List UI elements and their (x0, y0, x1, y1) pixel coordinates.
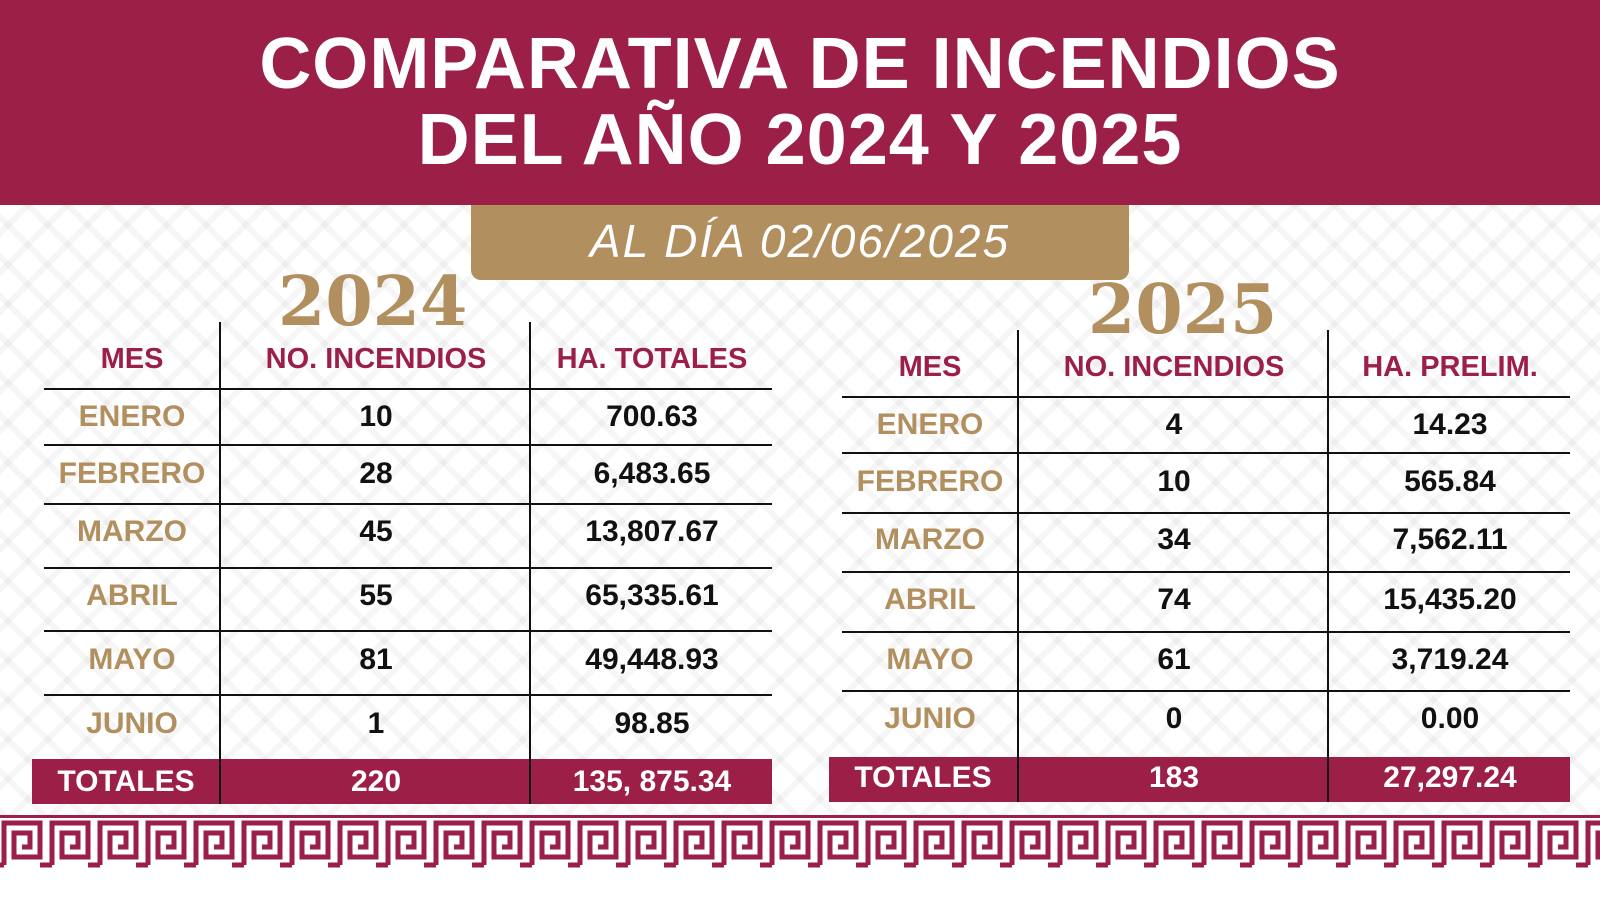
table-cell-ha: 700.63 (606, 400, 698, 433)
totals-label: TOTALES (57, 765, 195, 798)
table-cell-mes: JUNIO (86, 707, 178, 740)
totals-ha: 135, 875.34 (572, 765, 732, 798)
row-divider (842, 690, 1570, 692)
header-ha: HA. PRELIM. (1362, 351, 1538, 383)
row-divider (842, 631, 1570, 633)
row-divider (44, 503, 772, 505)
table-cell-mes: MARZO (875, 523, 985, 556)
table-cell-ha: 6,483.65 (593, 457, 711, 490)
background-pattern (0, 205, 1600, 815)
row-divider (44, 694, 772, 696)
table-cell-incendios: 74 (1157, 583, 1191, 616)
row-divider (44, 567, 772, 569)
table-cell-incendios: 0 (1165, 702, 1183, 735)
table-cell-incendios: 1 (367, 707, 385, 740)
table-cell-mes: MARZO (77, 515, 187, 548)
table-cell-incendios: 4 (1165, 408, 1183, 441)
column-divider (219, 759, 221, 804)
table-cell-ha: 7,562.11 (1392, 523, 1508, 556)
year-2024-heading: 2024 (278, 262, 468, 342)
totals-incendios: 220 (350, 765, 402, 798)
table-cell-mes: ABRIL (884, 583, 976, 616)
row-divider (44, 630, 772, 632)
table-cell-ha: 14.23 (1412, 408, 1488, 441)
date-tab: AL DÍA 02/06/2025 (471, 205, 1129, 280)
row-divider (44, 444, 772, 446)
table-cell-incendios: 81 (359, 643, 393, 676)
table-cell-mes: ABRIL (86, 579, 178, 612)
table-cell-mes: ENERO (78, 400, 186, 433)
column-divider (1017, 757, 1019, 802)
table-cell-ha: 13,807.67 (585, 515, 719, 548)
table-cell-mes: MAYO (88, 643, 176, 676)
totals-row (829, 757, 1570, 802)
totals-row (32, 759, 772, 804)
table-cell-ha: 3,719.24 (1391, 643, 1509, 676)
page-title: COMPARATIVA DE INCENDIOS DEL AÑO 2024 Y … (0, 26, 1600, 178)
table-cell-mes: FEBRERO (58, 457, 206, 490)
table-cell-incendios: 55 (359, 579, 393, 612)
table-cell-incendios: 61 (1157, 643, 1191, 676)
table-cell-ha: 0.00 (1420, 702, 1480, 735)
table-cell-mes: FEBRERO (856, 465, 1004, 498)
table-cell-ha: 15,435.20 (1383, 583, 1517, 616)
table-cell-mes: MAYO (886, 643, 974, 676)
table-cell-incendios: 45 (359, 515, 393, 548)
column-divider (1327, 757, 1329, 802)
row-divider (842, 571, 1570, 573)
table-cell-ha: 49,448.93 (585, 643, 719, 676)
table-cell-ha: 98.85 (614, 707, 690, 740)
column-divider (1017, 330, 1019, 802)
header-mes: MES (100, 343, 164, 375)
title-line-2: DEL AÑO 2024 Y 2025 (417, 100, 1183, 180)
column-divider (529, 322, 531, 804)
row-divider (44, 388, 772, 390)
header-mes: MES (898, 351, 962, 383)
totals-ha: 27,297.24 (1383, 761, 1517, 794)
totals-label: TOTALES (854, 761, 992, 794)
title-banner: COMPARATIVA DE INCENDIOS DEL AÑO 2024 Y … (0, 0, 1600, 205)
title-line-1: COMPARATIVA DE INCENDIOS (259, 24, 1341, 104)
date-label: AL DÍA 02/06/2025 (589, 215, 1011, 267)
table-cell-ha: 565.84 (1404, 465, 1496, 498)
year-2025-heading: 2025 (1088, 270, 1278, 350)
column-divider (1327, 330, 1329, 802)
table-cell-incendios: 10 (359, 400, 393, 433)
table-cell-mes: ENERO (876, 408, 984, 441)
table-cell-incendios: 28 (359, 457, 393, 490)
header-incendios: NO. INCENDIOS (265, 343, 487, 375)
row-divider (842, 512, 1570, 514)
table-cell-ha: 65,335.61 (585, 579, 719, 612)
header-incendios: NO. INCENDIOS (1063, 351, 1285, 383)
row-divider (842, 452, 1570, 454)
table-cell-incendios: 34 (1157, 523, 1191, 556)
header-ha: HA. TOTALES (556, 343, 748, 375)
table-cell-incendios: 10 (1157, 465, 1191, 498)
row-divider (842, 396, 1570, 398)
column-divider (219, 322, 221, 804)
table-cell-mes: JUNIO (884, 702, 976, 735)
totals-incendios: 183 (1148, 761, 1200, 794)
greek-key-border (0, 815, 1600, 873)
column-divider (529, 759, 531, 804)
